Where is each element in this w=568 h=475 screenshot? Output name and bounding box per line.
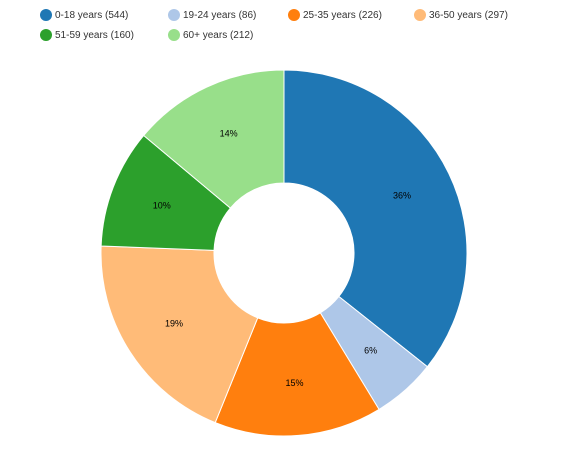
legend-label-0-18: 0-18 years (544) <box>55 9 129 21</box>
legend-item-19-24[interactable]: 19-24 years (86) <box>168 7 256 23</box>
donut-slice-label-0: 36% <box>393 190 411 200</box>
legend-item-36-50[interactable]: 36-50 years (297) <box>414 7 508 23</box>
donut-slice-3[interactable] <box>100 245 259 424</box>
legend-swatch-36-50 <box>414 9 426 21</box>
donut-slice-2[interactable] <box>214 312 380 437</box>
legend-swatch-25-35 <box>288 9 300 21</box>
legend-label-51-59: 51-59 years (160) <box>55 29 134 41</box>
legend-swatch-51-59 <box>40 29 52 41</box>
donut-slice-label-3: 19% <box>165 318 183 328</box>
legend-label-19-24: 19-24 years (86) <box>183 9 257 21</box>
legend-swatch-60-plus <box>168 29 180 41</box>
donut-slice-label-4: 10% <box>153 200 171 210</box>
legend-swatch-19-24 <box>168 9 180 21</box>
legend-swatch-0-18 <box>40 9 52 21</box>
donut-slices <box>100 69 468 437</box>
legend-item-51-59[interactable]: 51-59 years (160) <box>40 27 134 43</box>
legend-label-36-50: 36-50 years (297) <box>429 9 508 21</box>
legend-item-60-plus[interactable]: 60+ years (212) <box>168 27 253 43</box>
legend-label-25-35: 25-35 years (226) <box>303 9 382 21</box>
donut-slice-label-1: 6% <box>364 346 377 356</box>
donut-slice-label-5: 14% <box>220 129 238 139</box>
chart-legend: 0-18 years (544) 19-24 years (86) 25-35 … <box>0 0 568 52</box>
legend-label-60-plus: 60+ years (212) <box>183 29 254 41</box>
legend-item-0-18[interactable]: 0-18 years (544) <box>40 7 128 23</box>
donut-slice-labels: 36% 6% 15% 19% 10% 14% <box>153 129 411 388</box>
donut-slice-5[interactable] <box>143 69 285 209</box>
donut-slice-0[interactable] <box>283 69 468 368</box>
donut-slice-label-2: 15% <box>286 378 304 388</box>
legend-item-25-35[interactable]: 25-35 years (226) <box>288 7 382 23</box>
